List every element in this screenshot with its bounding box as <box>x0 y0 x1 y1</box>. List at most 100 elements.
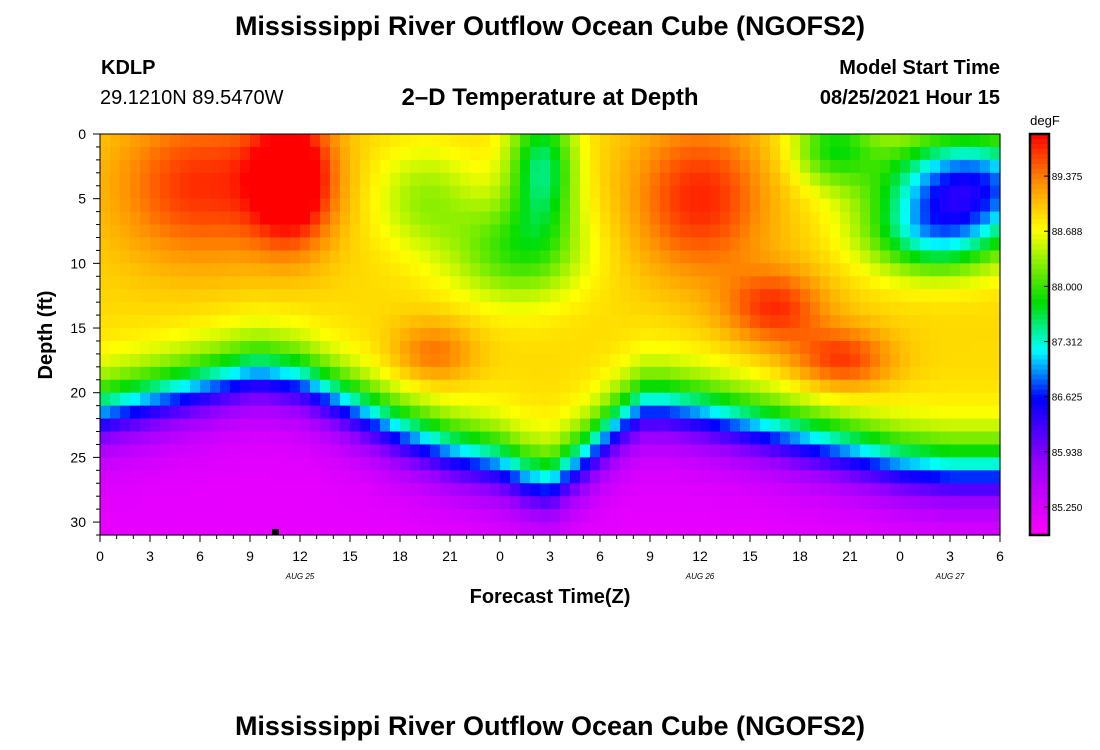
heat-cell <box>160 379 171 394</box>
heat-cell <box>400 134 411 148</box>
heat-cell <box>650 418 661 433</box>
heat-cell <box>770 237 781 252</box>
heat-cell <box>100 496 111 510</box>
heat-cell <box>870 224 881 239</box>
heat-cell <box>480 522 491 536</box>
heat-cell <box>690 483 701 497</box>
heat-cell <box>840 340 851 355</box>
colorbar-swatch <box>1030 334 1049 341</box>
heat-cell <box>500 522 511 536</box>
heat-cell <box>950 457 961 471</box>
heat-cell <box>520 353 531 368</box>
heat-cell <box>630 302 641 316</box>
colorbar-swatch <box>1030 274 1049 280</box>
heat-cell <box>490 353 501 368</box>
heat-cell <box>420 366 431 381</box>
colorbar-swatch <box>1030 434 1049 441</box>
heat-cell <box>730 198 741 213</box>
heat-cell <box>330 366 341 381</box>
heat-cell <box>830 340 841 355</box>
heat-cell <box>170 457 181 471</box>
heat-cell <box>490 263 501 277</box>
heat-cell <box>240 263 251 277</box>
heat-cell <box>410 237 421 252</box>
heat-cell <box>840 224 851 239</box>
heat-cell <box>900 392 911 407</box>
heat-cell <box>760 366 771 381</box>
heat-cell <box>650 172 661 187</box>
heat-cell <box>570 211 581 226</box>
heat-cell <box>380 522 391 536</box>
heat-cell <box>750 431 761 446</box>
heat-cell <box>700 237 711 252</box>
station-coordinates: 29.1210N 89.5470W <box>100 87 284 109</box>
heat-cell <box>600 172 611 187</box>
heat-cell <box>560 250 571 264</box>
heat-cell <box>980 250 991 264</box>
heat-cell <box>550 224 561 239</box>
heat-cell <box>500 198 511 213</box>
heat-cell <box>700 263 711 277</box>
heat-cell <box>910 522 921 536</box>
heat-cell <box>750 483 761 497</box>
heat-cell <box>940 496 951 510</box>
heat-cell <box>640 159 651 174</box>
heat-cell <box>280 146 291 161</box>
heat-cell <box>250 263 261 277</box>
heat-cell <box>860 134 871 148</box>
heat-cell <box>560 509 571 523</box>
heat-cell <box>660 302 671 316</box>
heat-cell <box>290 134 301 148</box>
heat-cell <box>420 302 431 316</box>
heat-cell <box>980 509 991 523</box>
heat-cell <box>700 483 711 497</box>
heat-cell <box>840 405 851 420</box>
heat-cell <box>730 263 741 277</box>
heat-cell <box>890 198 901 213</box>
heat-cell <box>780 250 791 264</box>
heat-cell <box>430 276 441 290</box>
heat-cell <box>270 315 281 329</box>
heat-cell <box>710 483 721 497</box>
heat-cell <box>160 328 171 342</box>
heat-cell <box>610 198 621 213</box>
heat-cell <box>730 134 741 148</box>
heat-cell <box>740 522 751 536</box>
heat-cell <box>230 379 241 394</box>
heat-cell <box>260 470 271 484</box>
heat-cell <box>310 289 321 303</box>
heat-cell <box>880 418 891 433</box>
heat-cell <box>100 211 111 226</box>
heat-cell <box>510 172 521 187</box>
heat-cell <box>840 276 851 290</box>
heat-cell <box>920 340 931 355</box>
heat-cell <box>320 224 331 239</box>
heat-cell <box>690 470 701 484</box>
heat-cell <box>290 224 301 239</box>
heat-cell <box>470 159 481 174</box>
heat-cell <box>320 250 331 264</box>
heat-cell <box>480 146 491 161</box>
colorbar-swatch <box>1030 189 1049 195</box>
heat-cell <box>290 496 301 510</box>
heat-cell <box>700 276 711 290</box>
heat-cell <box>270 470 281 484</box>
heat-cell <box>380 159 391 174</box>
heat-cell <box>180 302 191 316</box>
heat-cell <box>390 522 401 536</box>
heat-cell <box>170 289 181 303</box>
heat-cell <box>330 470 341 484</box>
heat-cell <box>230 172 241 187</box>
heat-cell <box>580 379 591 394</box>
heat-cell <box>680 392 691 407</box>
heat-cell <box>440 379 451 394</box>
heat-cell <box>750 353 761 368</box>
heat-cell <box>130 366 141 381</box>
heat-cell <box>510 134 521 148</box>
heat-cell <box>290 289 301 303</box>
heat-cell <box>480 237 491 252</box>
heat-cell <box>510 237 521 252</box>
heat-cell <box>140 483 151 497</box>
heat-cell <box>110 496 121 510</box>
heat-cell <box>980 237 991 252</box>
